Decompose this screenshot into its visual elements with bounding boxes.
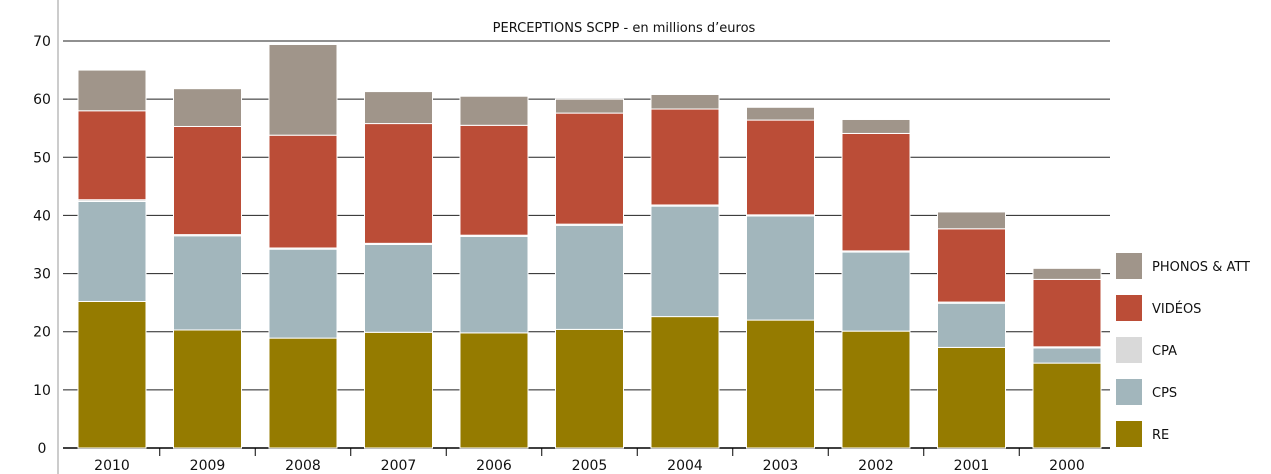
x-tick-label: 2006 xyxy=(476,458,512,474)
y-tick-label: 40 xyxy=(33,208,51,224)
bar-segment-vid-os-2000 xyxy=(1032,278,1102,348)
bar-segment-re-2006 xyxy=(459,332,529,449)
bar-segment-phonos-att-2002 xyxy=(841,118,911,134)
bars xyxy=(77,43,1102,449)
x-tick-label: 2002 xyxy=(858,458,894,474)
legend-swatch xyxy=(1116,253,1142,279)
bar-segment-vid-os-2009 xyxy=(173,125,242,236)
y-axis-ticks: 0 10 20 30 40 50 60 70 xyxy=(33,34,51,457)
bar-segment-vid-os-2002 xyxy=(841,132,911,252)
bar-segment-vid-os-2006 xyxy=(459,124,529,236)
bar-segment-re-2001 xyxy=(937,346,1006,449)
y-tick-label: 70 xyxy=(33,34,51,50)
legend-label: RE xyxy=(1152,428,1169,443)
bar-segment-cps-2006 xyxy=(459,235,529,334)
x-tick-label: 2000 xyxy=(1049,458,1085,474)
x-tick-label: 2005 xyxy=(572,458,608,474)
bar-segment-re-2004 xyxy=(650,316,720,449)
bar-segment-vid-os-2005 xyxy=(555,112,624,225)
bar-segment-re-2008 xyxy=(268,337,338,449)
bar-segment-re-2010 xyxy=(77,300,147,449)
bar-segment-re-2003 xyxy=(746,319,815,449)
bar-segment-cps-2004 xyxy=(650,205,720,318)
y-tick-label: 60 xyxy=(33,92,51,108)
legend-swatch xyxy=(1116,421,1142,447)
y-tick-label: 30 xyxy=(33,267,51,283)
legend-label: CPS xyxy=(1152,386,1177,401)
bar-segment-cps-2000 xyxy=(1032,347,1102,364)
bar-segment-re-2007 xyxy=(364,331,433,449)
legend-label: CPA xyxy=(1152,344,1177,359)
bar-segment-phonos-att-2001 xyxy=(937,211,1006,230)
x-axis-ticks: 2010 2009 2008 2007 2006 2005 2004 2003 2002 2001… xyxy=(94,448,1085,474)
bar-segment-phonos-att-2006 xyxy=(459,95,529,126)
chart-title: PERCEPTIONS SCPP - en millions d’euros xyxy=(493,21,756,36)
bar-segment-re-2002 xyxy=(841,330,911,449)
x-tick-label: 2001 xyxy=(954,458,990,474)
bar-segment-re-2005 xyxy=(555,328,624,449)
x-tick-label: 2007 xyxy=(381,458,417,474)
bar-segment-cps-2009 xyxy=(173,235,242,331)
bar-segment-re-2009 xyxy=(173,329,242,449)
bar-segment-cps-2010 xyxy=(77,200,147,302)
x-tick-label: 2009 xyxy=(190,458,226,474)
bar-segment-vid-os-2004 xyxy=(650,108,720,206)
bar-segment-cps-2002 xyxy=(841,251,911,332)
legend-swatch xyxy=(1116,295,1142,321)
x-tick-label: 2008 xyxy=(285,458,321,474)
bar-segment-vid-os-2003 xyxy=(746,119,815,216)
legend-label: PHONOS & ATT xyxy=(1152,260,1250,275)
bar-segment-phonos-att-2004 xyxy=(650,93,720,110)
bar-segment-vid-os-2010 xyxy=(77,110,147,201)
x-tick-label: 2004 xyxy=(667,458,703,474)
bar-segment-vid-os-2001 xyxy=(937,228,1006,303)
legend-swatch xyxy=(1116,379,1142,405)
bar-segment-vid-os-2007 xyxy=(364,123,433,244)
legend-label: VIDÉOS xyxy=(1152,301,1201,317)
bar-segment-cps-2001 xyxy=(937,302,1006,348)
legend-swatch xyxy=(1116,337,1142,363)
bar-segment-phonos-att-2009 xyxy=(173,88,242,127)
y-tick-label: 0 xyxy=(38,441,47,457)
x-tick-label: 2003 xyxy=(763,458,799,474)
y-tick-label: 10 xyxy=(33,383,51,399)
bar-segment-re-2000 xyxy=(1032,362,1102,449)
bar-segment-phonos-att-2005 xyxy=(555,98,624,114)
y-tick-label: 50 xyxy=(33,150,51,166)
y-tick-label: 20 xyxy=(33,325,51,341)
bar-segment-phonos-att-2003 xyxy=(746,106,815,121)
bar-segment-cps-2005 xyxy=(555,224,624,330)
bar-segment-phonos-att-2008 xyxy=(268,43,338,136)
x-tick-label: 2010 xyxy=(94,458,130,474)
legend: PHONOS & ATT VIDÉOS CPA CPS RE xyxy=(1116,253,1250,447)
bar-segment-phonos-att-2010 xyxy=(77,69,147,112)
bar-segment-cps-2008 xyxy=(268,248,338,339)
bar-segment-cps-2003 xyxy=(746,215,815,321)
bar-segment-vid-os-2008 xyxy=(268,134,338,249)
bar-segment-phonos-att-2007 xyxy=(364,91,433,125)
bar-segment-cps-2007 xyxy=(364,244,433,333)
bar-segment-phonos-att-2000 xyxy=(1032,267,1102,280)
